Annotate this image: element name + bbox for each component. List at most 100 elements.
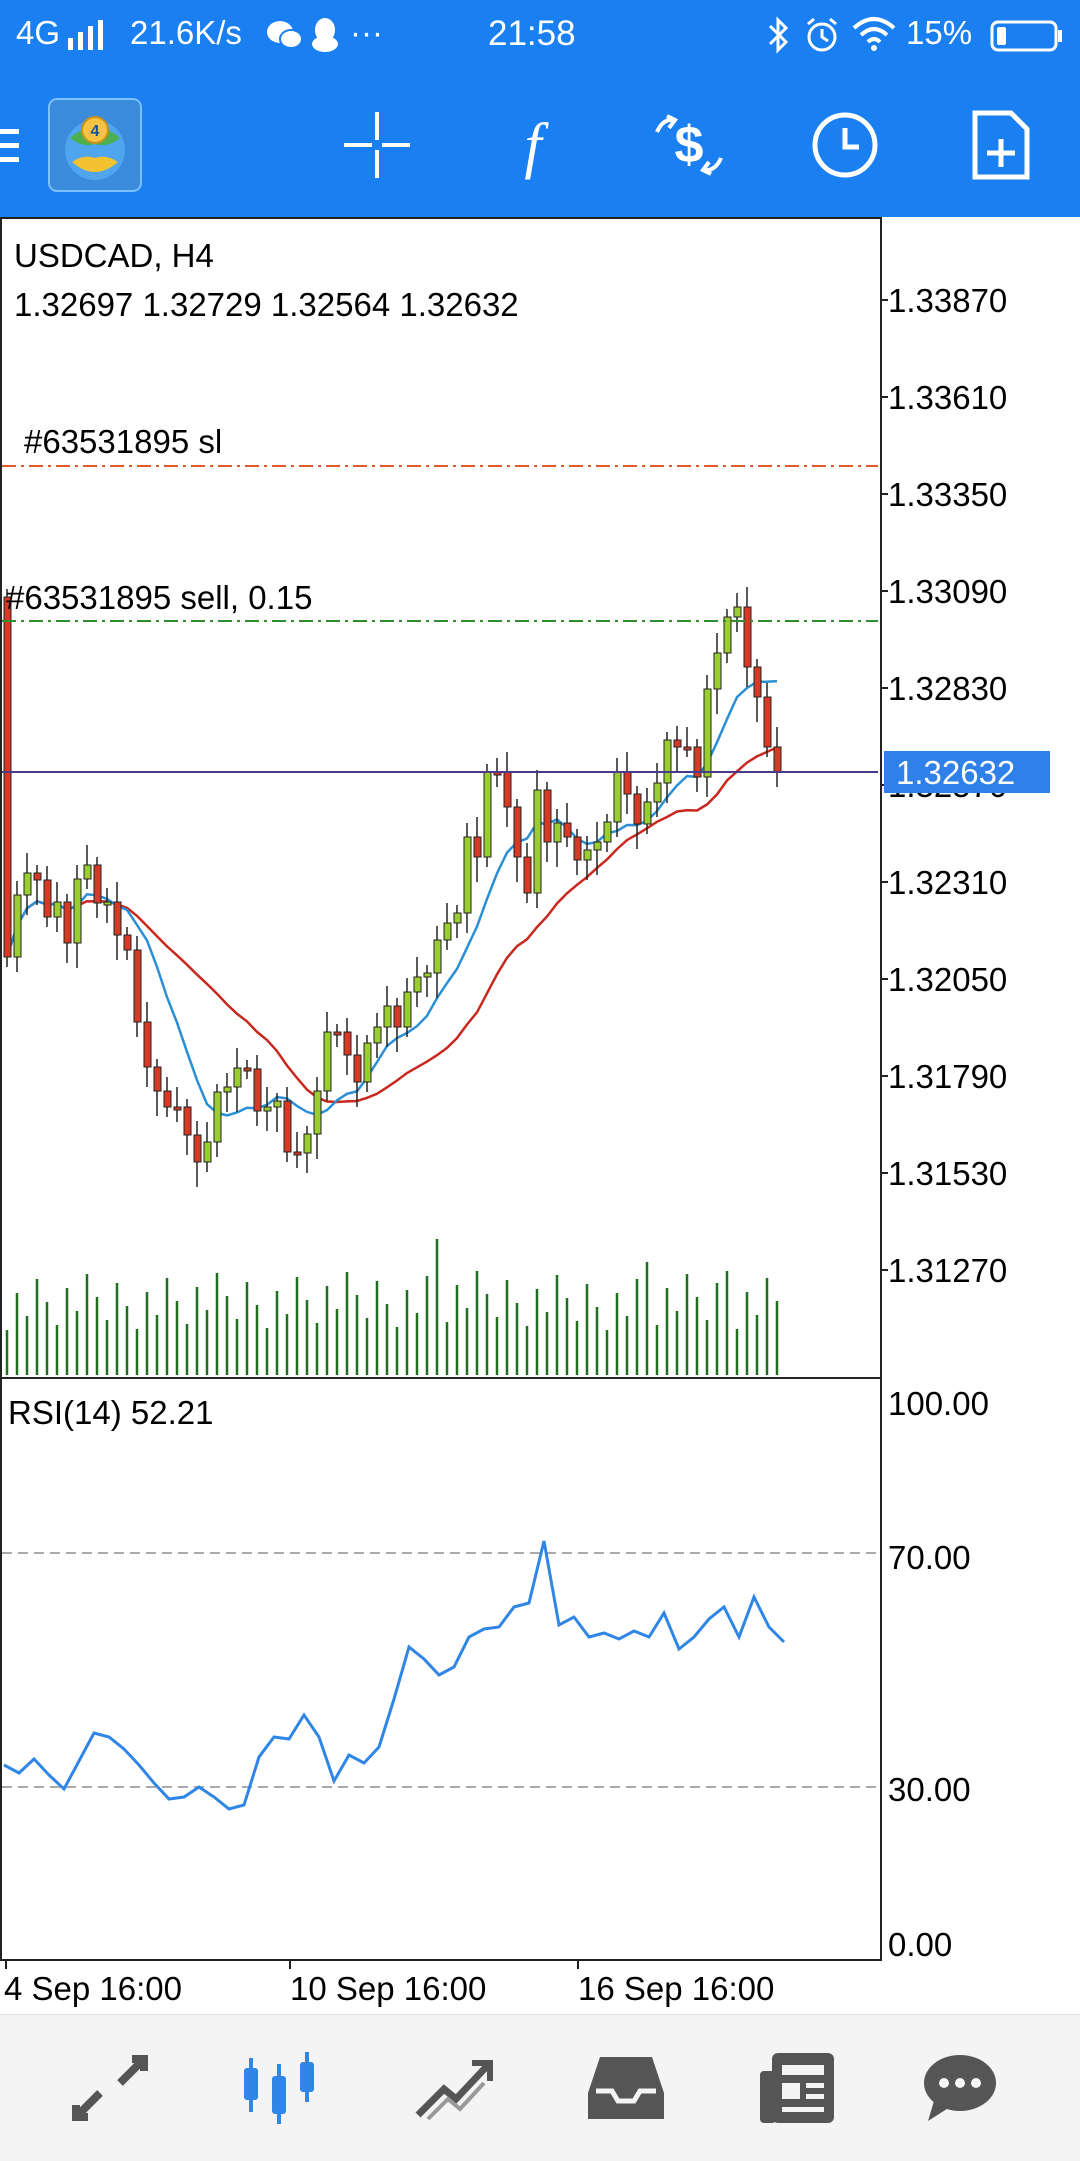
wechat-icon — [267, 21, 303, 49]
crosshair-icon — [344, 111, 410, 178]
nav-messages[interactable] — [870, 2015, 1050, 2161]
bull-candle — [463, 836, 472, 914]
crosshair-button[interactable] — [322, 72, 432, 217]
network-type: 4G — [16, 14, 61, 51]
bear-candle — [153, 1066, 162, 1092]
bear-candle — [523, 856, 532, 894]
bear-candle — [283, 1100, 292, 1153]
rsi-axis-label: 30.00 — [888, 1771, 971, 1808]
price-axis-label: 1.33870 — [888, 282, 1007, 319]
qq-icon — [312, 18, 338, 52]
timeframe-button[interactable] — [790, 72, 900, 217]
new-order-icon — [972, 110, 1030, 179]
bull-candle — [553, 822, 562, 843]
nav-history[interactable] — [536, 2015, 716, 2161]
bear-candle — [63, 901, 72, 944]
bull-candle — [373, 1026, 382, 1044]
bull-candle — [13, 894, 22, 958]
bottom-navigation — [0, 2014, 1080, 2161]
bear-candle — [123, 934, 132, 951]
news-icon — [760, 2053, 834, 2123]
bear-candle — [393, 1005, 402, 1028]
bull-candle — [603, 821, 612, 843]
rsi-axis-label: 70.00 — [888, 1539, 971, 1576]
timeframe-clock-icon — [812, 112, 878, 177]
bear-candle — [133, 949, 142, 1023]
bear-candle — [773, 746, 782, 773]
bear-candle — [763, 696, 772, 748]
rsi-frame — [0, 1377, 882, 1961]
clock: 21:58 — [488, 14, 576, 53]
nav-chart[interactable] — [192, 2015, 372, 2161]
chart-area[interactable]: USDCAD, H4 1.32697 1.32729 1.32564 1.326… — [0, 217, 1080, 2007]
nav-news[interactable] — [708, 2015, 888, 2161]
messages-icon — [924, 2055, 996, 2121]
more-notifications: ··· — [350, 14, 383, 51]
current-price-label: 1.32632 — [896, 754, 1015, 791]
bear-candle — [33, 872, 42, 881]
price-axis-label: 1.32310 — [888, 864, 1007, 901]
bull-candle — [103, 901, 112, 906]
bear-candle — [253, 1068, 262, 1112]
bull-candle — [213, 1091, 222, 1143]
price-axis-label: 1.31790 — [888, 1058, 1007, 1095]
quotes-icon — [72, 2055, 148, 2121]
status-bar: 4G 21.6K/s ··· 21:58 15% — [0, 0, 1080, 72]
metatrader-logo-button[interactable]: 4 — [40, 72, 150, 217]
trade-dollar-icon: $ — [655, 113, 723, 176]
stop-loss-label: #63531895 sl — [24, 423, 222, 460]
bear-candle — [143, 1021, 152, 1068]
price-axis-label: 1.33090 — [888, 573, 1007, 610]
rsi-axis-label: 0.00 — [888, 1926, 952, 1963]
rsi-axis-label: 100.00 — [888, 1385, 989, 1422]
bear-candle — [3, 596, 12, 958]
svg-text:f: f — [524, 112, 549, 180]
bull-candle — [53, 901, 62, 918]
bull-candle — [593, 841, 602, 851]
bear-candle — [543, 789, 552, 843]
time-axis-label: 4 Sep 16:00 — [4, 1970, 182, 2007]
rsi-line — [3, 1540, 786, 1811]
bull-candle — [403, 991, 412, 1028]
signal-icon — [68, 20, 103, 50]
main-chart-frame — [0, 217, 882, 1379]
bull-candle — [363, 1042, 372, 1083]
price-axis-label: 1.33610 — [888, 379, 1007, 416]
price-chart[interactable]: USDCAD, H4 1.32697 1.32729 1.32564 1.326… — [0, 217, 1080, 2007]
bull-candle — [733, 606, 742, 618]
bull-candle — [383, 1005, 392, 1028]
bull-candle — [83, 864, 92, 880]
price-axis-label: 1.32830 — [888, 670, 1007, 707]
menu-icon — [0, 128, 19, 162]
bear-candle — [43, 879, 52, 918]
bear-candle — [113, 901, 122, 936]
bull-candle — [273, 1100, 282, 1108]
price-axis-label: 1.33350 — [888, 476, 1007, 513]
nav-trade[interactable] — [364, 2015, 544, 2161]
alarm-icon — [807, 17, 837, 52]
bear-candle — [93, 864, 102, 904]
price-axis-label: 1.31270 — [888, 1252, 1007, 1289]
menu-button[interactable] — [0, 72, 40, 217]
bull-candle — [583, 849, 592, 861]
bull-candle — [643, 801, 652, 825]
new-order-button[interactable] — [946, 72, 1056, 217]
bull-candle — [703, 688, 712, 778]
bull-candle — [723, 616, 732, 654]
bear-candle — [573, 836, 582, 861]
bull-candle — [413, 976, 422, 993]
nav-quotes[interactable] — [20, 2015, 200, 2161]
order-label: #63531895 sell, 0.15 — [6, 579, 312, 616]
bull-candle — [223, 1086, 232, 1093]
network-speed: 21.6K/s — [130, 14, 242, 51]
bull-candle — [423, 972, 432, 978]
bear-candle — [173, 1106, 182, 1111]
bear-candle — [293, 1151, 302, 1156]
time-axis-label: 10 Sep 16:00 — [290, 1970, 486, 2007]
bull-candle — [713, 652, 722, 690]
trade-icon — [415, 2060, 493, 2121]
indicators-button[interactable]: f — [478, 72, 588, 217]
bear-candle — [673, 739, 682, 748]
trade-button[interactable]: $ — [634, 72, 744, 217]
bull-candle — [483, 771, 492, 858]
